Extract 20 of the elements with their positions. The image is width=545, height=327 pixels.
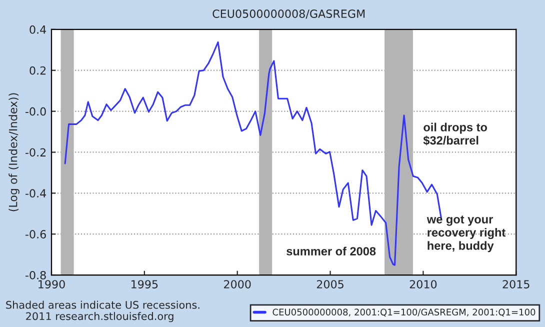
y-tick-label: -0.8 [26, 270, 46, 280]
annotation: we got your recovery right here, buddy [426, 216, 506, 252]
text: Shaded areas indicate US recessions. 2011 research.stlouisfed.org [6, 300, 200, 322]
y-axis-title: (Log of (Index/Index)) [8, 93, 20, 212]
x-tick-label: 2005 [316, 280, 344, 288]
y-tick-label: 0.4 [30, 25, 46, 34]
x-tick-label: 1990 [38, 280, 65, 288]
legend-label: CEU0500000008, 2001:Q1=100/GASREGM, 2001:Q1=100 [272, 308, 536, 317]
y-tick-label: -0.0 [26, 107, 46, 116]
y-tick-label: -0.2 [26, 148, 46, 157]
annotation: oil drops to $32/barrel [423, 122, 487, 146]
y-tick-label: -0.6 [26, 230, 46, 238]
x-tick-label: 2010 [410, 280, 437, 288]
annotation: summer of 2008 [286, 246, 376, 256]
x-tick-label: 2000 [224, 280, 251, 288]
x-tick-label: 2015 [502, 280, 530, 288]
y-tick-label: 0.2 [30, 66, 46, 75]
chart-title: CEU0500000008/GASREGM [212, 10, 365, 19]
y-tick-label: -0.4 [26, 189, 46, 198]
x-tick-label: 1995 [132, 280, 158, 288]
